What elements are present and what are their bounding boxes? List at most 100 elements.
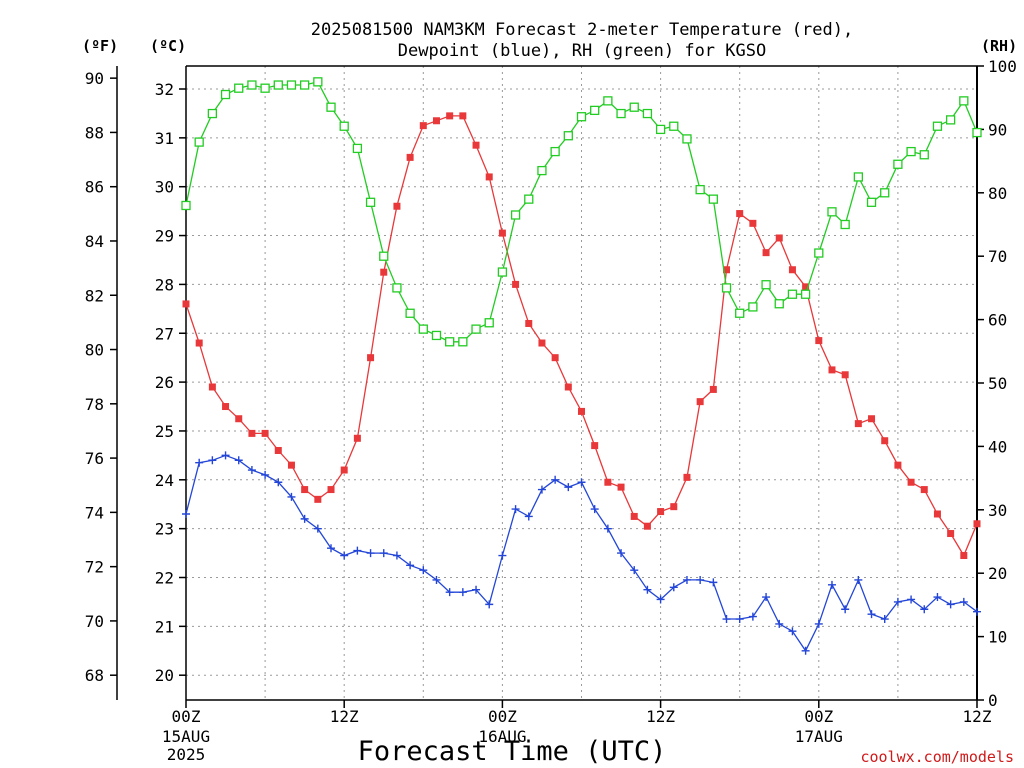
chart-title-line-1: 2025081500 NAM3KM Forecast 2-meter Tempe… (311, 20, 853, 40)
dewpoint-point (735, 615, 744, 624)
dewpoint-point (432, 575, 441, 584)
dewpoint-point (973, 607, 981, 616)
x-tick-label: 00Z (172, 707, 201, 726)
source-credit: coolwx.com/models (860, 748, 1014, 766)
rh-point (286, 80, 297, 90)
temperature-point (643, 522, 651, 530)
temperature-point (512, 280, 520, 288)
temperature-point (736, 210, 744, 218)
rh-point (959, 96, 969, 106)
rh-point (906, 146, 916, 157)
fahrenheit-tick-label: 76 (85, 449, 104, 468)
rh-point (748, 302, 758, 312)
temperature-point (274, 446, 282, 454)
fahrenheit-tick-label: 68 (85, 666, 104, 685)
rh-point (880, 188, 890, 198)
temperature-point (432, 117, 440, 125)
rh-tick-label: 30 (988, 501, 1007, 520)
rh-point (471, 324, 481, 334)
rh-point (590, 105, 600, 116)
rh-point (866, 197, 877, 207)
temperature-point (340, 466, 348, 474)
fahrenheit-tick-label: 72 (85, 558, 104, 577)
rh-point (669, 121, 679, 131)
rh-point (510, 210, 521, 220)
temperature-point (498, 229, 506, 237)
rh-point (787, 289, 798, 299)
chart-title-line-2: Dewpoint (blue), RH (green) for KGSO (398, 41, 766, 61)
dewpoint-point (195, 458, 204, 467)
temperature-point (235, 415, 243, 423)
temperature-point (472, 141, 480, 149)
celsius-tick-label: 32 (155, 80, 174, 99)
dewpoint-point (221, 451, 230, 460)
dewpoint-point (274, 478, 283, 487)
rh-point (774, 299, 784, 309)
rh-point (827, 207, 837, 217)
rh-point (695, 184, 705, 195)
dewpoint-point (524, 512, 533, 521)
temperature-point (683, 473, 691, 481)
rh-tick-label: 90 (988, 120, 1007, 139)
dewpoint-point (867, 610, 876, 619)
rh-tick-label: 80 (988, 184, 1007, 203)
dewpoint-point (669, 583, 678, 592)
rh-point (458, 337, 468, 347)
rh-point (735, 308, 745, 318)
x-tick-date-label: 15AUG (162, 727, 210, 746)
dewpoint-point (511, 505, 520, 514)
dewpoint-point (827, 580, 836, 589)
rh-point (497, 267, 508, 277)
rh-point (682, 134, 692, 144)
x-tick-label: 12Z (963, 707, 992, 726)
temperature-point (195, 339, 203, 347)
fahrenheit-tick-label: 86 (85, 178, 104, 197)
dewpoint-point (880, 615, 889, 624)
dewpoint-point (590, 505, 599, 514)
temperature-point (182, 300, 190, 308)
dewpoint-point (340, 551, 349, 560)
dewpoint-point (788, 627, 797, 636)
rh-point (299, 80, 310, 90)
dewpoint-point (603, 524, 612, 533)
fahrenheit-tick-label: 90 (85, 69, 104, 88)
fahrenheit-tick-label: 74 (85, 503, 104, 522)
rh-point (247, 80, 257, 90)
rh-point (642, 108, 653, 119)
rh-point (273, 80, 283, 90)
temperature-point (723, 266, 731, 274)
temperature-point (617, 483, 625, 491)
rh-point (405, 308, 415, 318)
dewpoint-point (472, 585, 481, 594)
temperature-point (920, 486, 928, 494)
dewpoint-point (775, 619, 784, 628)
celsius-tick-label: 24 (155, 471, 174, 490)
temperature-point (380, 268, 388, 276)
rh-point (181, 200, 191, 211)
dewpoint-point (682, 575, 691, 584)
rh-point (945, 115, 956, 125)
temperature-point (868, 415, 876, 423)
dewpoint-point (722, 615, 731, 624)
fahrenheit-tick-label: 88 (85, 123, 104, 142)
celsius-tick-label: 29 (155, 227, 174, 246)
temperature-point (446, 112, 454, 120)
temperature-point (828, 366, 836, 374)
fahrenheit-tick-label: 82 (85, 286, 104, 305)
rh-tick-label: 20 (988, 564, 1007, 583)
dewpoint-point (564, 483, 573, 492)
dewpoint-point (485, 600, 494, 609)
x-axis-label: Forecast Time (UTC) (358, 736, 667, 767)
temperature-point (933, 510, 941, 518)
temperature-point (907, 478, 915, 486)
dewpoint-point (234, 456, 243, 465)
temperature-point (419, 122, 427, 130)
rh-point (326, 102, 336, 112)
rh-point (537, 165, 547, 176)
dewpoint-point (300, 514, 309, 523)
celsius-tick-label: 20 (155, 666, 174, 685)
temperature-point (393, 202, 401, 210)
temperature-point (287, 461, 295, 469)
x-tick-label: 12Z (330, 707, 359, 726)
